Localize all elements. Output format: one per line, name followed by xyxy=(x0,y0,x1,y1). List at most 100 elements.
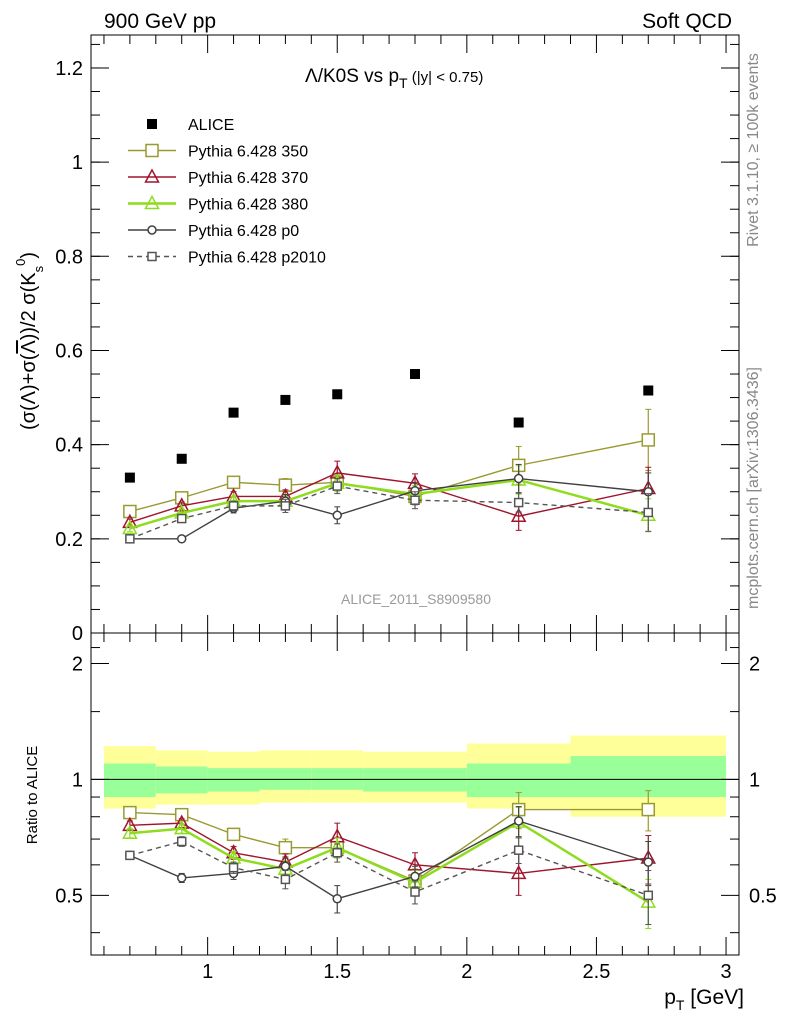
stat-uncertainty-band xyxy=(103,763,156,798)
data-point xyxy=(280,394,291,405)
legend-label: Pythia 6.428 p0 xyxy=(188,223,299,240)
ratio-x-tick-label: 3 xyxy=(720,961,731,983)
data-point xyxy=(513,845,524,855)
main-y-axis: 0 0.2 0.4 0.6 0.8 1 1.2 xyxy=(55,43,739,645)
ratio-x-axis: 1 1.5 2 2.5 3 xyxy=(103,633,732,983)
data-point xyxy=(176,873,187,883)
main-y-tick-label: 1.2 xyxy=(55,58,83,80)
series-2 xyxy=(122,807,657,930)
data-point xyxy=(332,893,342,904)
data-point xyxy=(643,385,654,396)
series-5 xyxy=(125,478,654,544)
rivet-label: Rivet 3.1.10, ≥ 100k events xyxy=(745,53,762,247)
ratio-y-label: Ratio to ALICE xyxy=(24,746,41,844)
ratio-y-tick-label-right: 2 xyxy=(749,653,760,675)
data-point xyxy=(332,389,343,400)
data-point xyxy=(176,513,187,524)
ratio-x-tick-label: 1.5 xyxy=(323,961,351,983)
data-point xyxy=(173,820,190,835)
data-point xyxy=(643,857,654,867)
data-point xyxy=(176,836,187,847)
stat-uncertainty-band xyxy=(155,766,208,794)
ratio-x-tick-label: 2 xyxy=(461,961,472,983)
ratio-x-tick-label: 2.5 xyxy=(583,961,611,983)
legend-label: Pythia 6.428 350 xyxy=(188,144,308,161)
series-line xyxy=(129,822,649,875)
title-rapidity: (|y| < 0.75) xyxy=(408,69,484,86)
main-y-tick-label: 0.6 xyxy=(55,340,83,362)
legend-marker xyxy=(144,194,160,210)
source-url-label: mcplots.cern.ch [arXiv:1306.3436] xyxy=(745,367,762,609)
ratio-y-tick-label: 2 xyxy=(72,653,83,675)
analysis-watermark: ALICE_2011_S8909580 xyxy=(341,591,491,607)
data-point xyxy=(410,369,420,380)
main-title: Λ/K0S vs pT (|y| < 0.75) xyxy=(305,66,483,91)
legend-entry: Pythia 6.428 370 xyxy=(128,168,308,187)
data-point xyxy=(410,871,420,882)
data-point xyxy=(510,864,527,880)
data-point xyxy=(513,417,524,428)
data-point xyxy=(125,534,135,544)
data-point xyxy=(228,501,239,511)
main-y-tick-label: 1 xyxy=(72,152,83,174)
ratio-uncertainty-bands xyxy=(103,735,727,817)
data-point xyxy=(513,816,524,826)
legend-marker xyxy=(147,119,157,129)
series-line xyxy=(129,478,649,530)
x-label-unit: [GeV] xyxy=(684,986,744,1009)
series-line xyxy=(129,808,649,882)
legend-entry: ALICE xyxy=(147,117,234,134)
data-point xyxy=(280,861,291,872)
ratio-y-axis: 0.5 0.5 1 1 2 2 xyxy=(55,647,777,934)
data-point xyxy=(226,827,241,842)
legend: ALICE Pythia 6.428 350 Pythia 6.428 370 Pyt… xyxy=(128,117,326,267)
data-point xyxy=(176,534,187,544)
data-point xyxy=(176,453,187,464)
ks-close: ) xyxy=(18,252,40,259)
header-left: 900 GeV pp xyxy=(104,10,216,33)
legend-marker xyxy=(144,168,160,183)
series-line xyxy=(129,472,649,524)
ratio-x-tick-label: 1 xyxy=(202,961,213,983)
ratio-series xyxy=(122,790,657,930)
main-x-ticks xyxy=(103,35,727,633)
legend-label: Pythia 6.428 380 xyxy=(188,197,308,214)
series-line xyxy=(129,485,649,540)
ratio-y-tick-label-right: 0.5 xyxy=(749,885,777,907)
series-4 xyxy=(125,836,654,926)
stat-uncertainty-band xyxy=(466,763,571,798)
data-point xyxy=(641,433,656,447)
x-axis-label: pT [GeV] xyxy=(664,986,744,1013)
data-point xyxy=(122,519,138,535)
ratio-y-tick-label-right: 1 xyxy=(749,769,760,791)
legend-entry: Pythia 6.428 350 xyxy=(128,144,308,161)
y-axis-label: (σ(Λ)+σ(Λ))/2 σ(Ks0) xyxy=(13,252,46,430)
main-y-tick-label: 0.8 xyxy=(55,246,83,268)
ratio-y-tick-label: 0.5 xyxy=(55,885,83,907)
data-point xyxy=(410,495,420,505)
main-series xyxy=(122,369,657,544)
data-point xyxy=(643,890,654,901)
lambda-symbol: Λ/K0S vs p xyxy=(305,66,399,87)
data-point xyxy=(410,887,420,897)
data-point xyxy=(278,840,293,855)
legend-entry: Pythia 6.428 380 xyxy=(128,194,308,214)
ratio-y-tick-label: 1 xyxy=(72,769,83,791)
data-point xyxy=(280,501,291,511)
data-point xyxy=(124,472,135,483)
legend-entry: Pythia 6.428 p2010 xyxy=(128,250,326,267)
main-y-tick-label: 0.4 xyxy=(55,435,83,457)
data-point xyxy=(226,475,241,490)
main-y-tick-label: 0 xyxy=(72,623,83,645)
ks-subscript: s xyxy=(31,265,46,272)
data-point xyxy=(513,473,524,484)
series-0 xyxy=(124,369,654,483)
data-point xyxy=(280,874,291,885)
series-line xyxy=(129,820,649,904)
series-line xyxy=(129,840,649,897)
legend-marker xyxy=(145,143,159,158)
data-point xyxy=(125,850,135,861)
x-label-subscript: T xyxy=(676,997,685,1013)
legend-label: Pythia 6.428 370 xyxy=(188,170,308,187)
ratio-panel: 0.5 0.5 1 1 2 2 1 1.5 2 2.5 3 Ratio to ALICE pT [… xyxy=(24,632,777,1013)
